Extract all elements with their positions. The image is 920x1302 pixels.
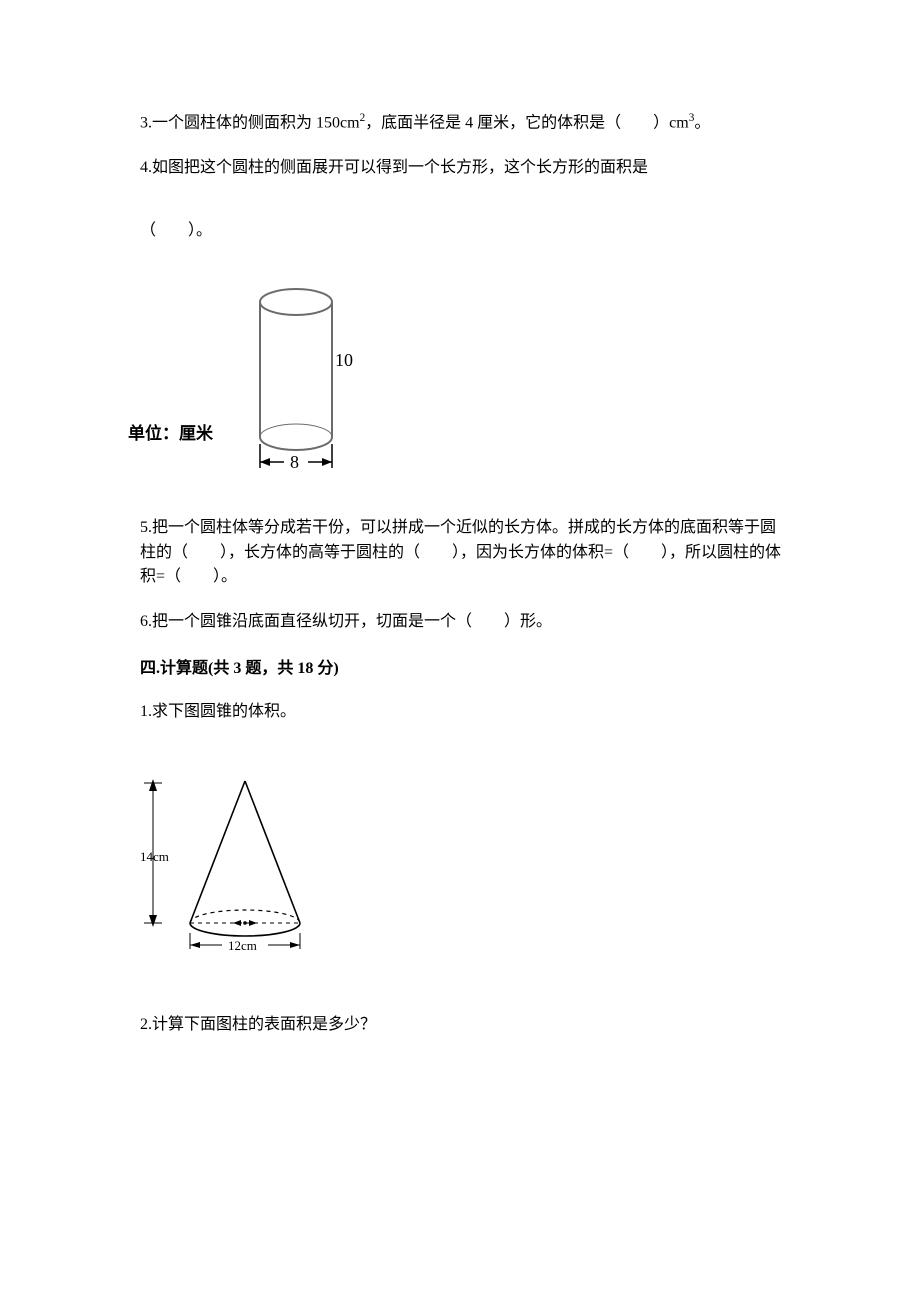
calc2-text: 计算下面图柱的表面积是多少？ <box>152 1016 376 1033</box>
q5-text: 把一个圆柱体等分成若干份，可以拼成一个近似的长方体。拼成的长方体的底面积等于圆柱… <box>140 519 781 586</box>
q5-number: 5. <box>140 519 152 536</box>
q4-number: 4. <box>140 159 152 176</box>
cylinder-height-label: 10 <box>335 350 353 370</box>
calc-question-2: 2.计算下面图柱的表面积是多少？ <box>140 1013 790 1038</box>
q3-text-b: ，底面半径是 4 厘米，它的体积是（ ）cm <box>365 114 689 131</box>
cylinder-diameter-label: 8 <box>290 452 299 472</box>
figure-cylinder: 单位：厘米 10 8 <box>132 276 362 486</box>
calc2-number: 2. <box>140 1016 152 1033</box>
question-5: 5.把一个圆柱体等分成若干份，可以拼成一个近似的长方体。拼成的长方体的底面积等于… <box>140 516 790 590</box>
question-4-line2: （ ）。 <box>140 219 790 244</box>
calc1-text: 求下图圆锥的体积。 <box>152 703 296 720</box>
q3-text-a: 一个圆柱体的侧面积为 150cm <box>152 114 360 131</box>
question-3: 3.一个圆柱体的侧面积为 150cm2，底面半径是 4 厘米，它的体积是（ ）c… <box>140 110 790 136</box>
q4-text2: （ ）。 <box>140 222 212 239</box>
q6-text: 把一个圆锥沿底面直径纵切开，切面是一个（ ）形。 <box>152 613 552 630</box>
calc1-number: 1. <box>140 703 152 720</box>
cylinder-svg: 10 8 <box>254 284 364 484</box>
q6-number: 6. <box>140 613 152 630</box>
cone-height-label: 14cm <box>140 849 169 864</box>
cone-diameter-label: 12cm <box>228 938 257 953</box>
unit-label: 单位：厘米 <box>128 421 213 447</box>
question-4-line1: 4.如图把这个圆柱的侧面展开可以得到一个长方形，这个长方形的面积是 <box>140 156 790 181</box>
cone-svg: 14cm 12cm <box>140 773 325 963</box>
section-4-title: 四.计算题(共 3 题，共 18 分) <box>140 657 790 682</box>
page: 3.一个圆柱体的侧面积为 150cm2，底面半径是 4 厘米，它的体积是（ ）c… <box>0 0 920 1302</box>
calc-question-1: 1.求下图圆锥的体积。 <box>140 700 790 725</box>
q3-number: 3. <box>140 114 152 131</box>
q3-text-c: 。 <box>694 114 710 131</box>
q4-text1: 如图把这个圆柱的侧面展开可以得到一个长方形，这个长方形的面积是 <box>152 159 648 176</box>
question-6: 6.把一个圆锥沿底面直径纵切开，切面是一个（ ）形。 <box>140 610 790 635</box>
figure-cone: 14cm 12cm <box>140 773 340 963</box>
